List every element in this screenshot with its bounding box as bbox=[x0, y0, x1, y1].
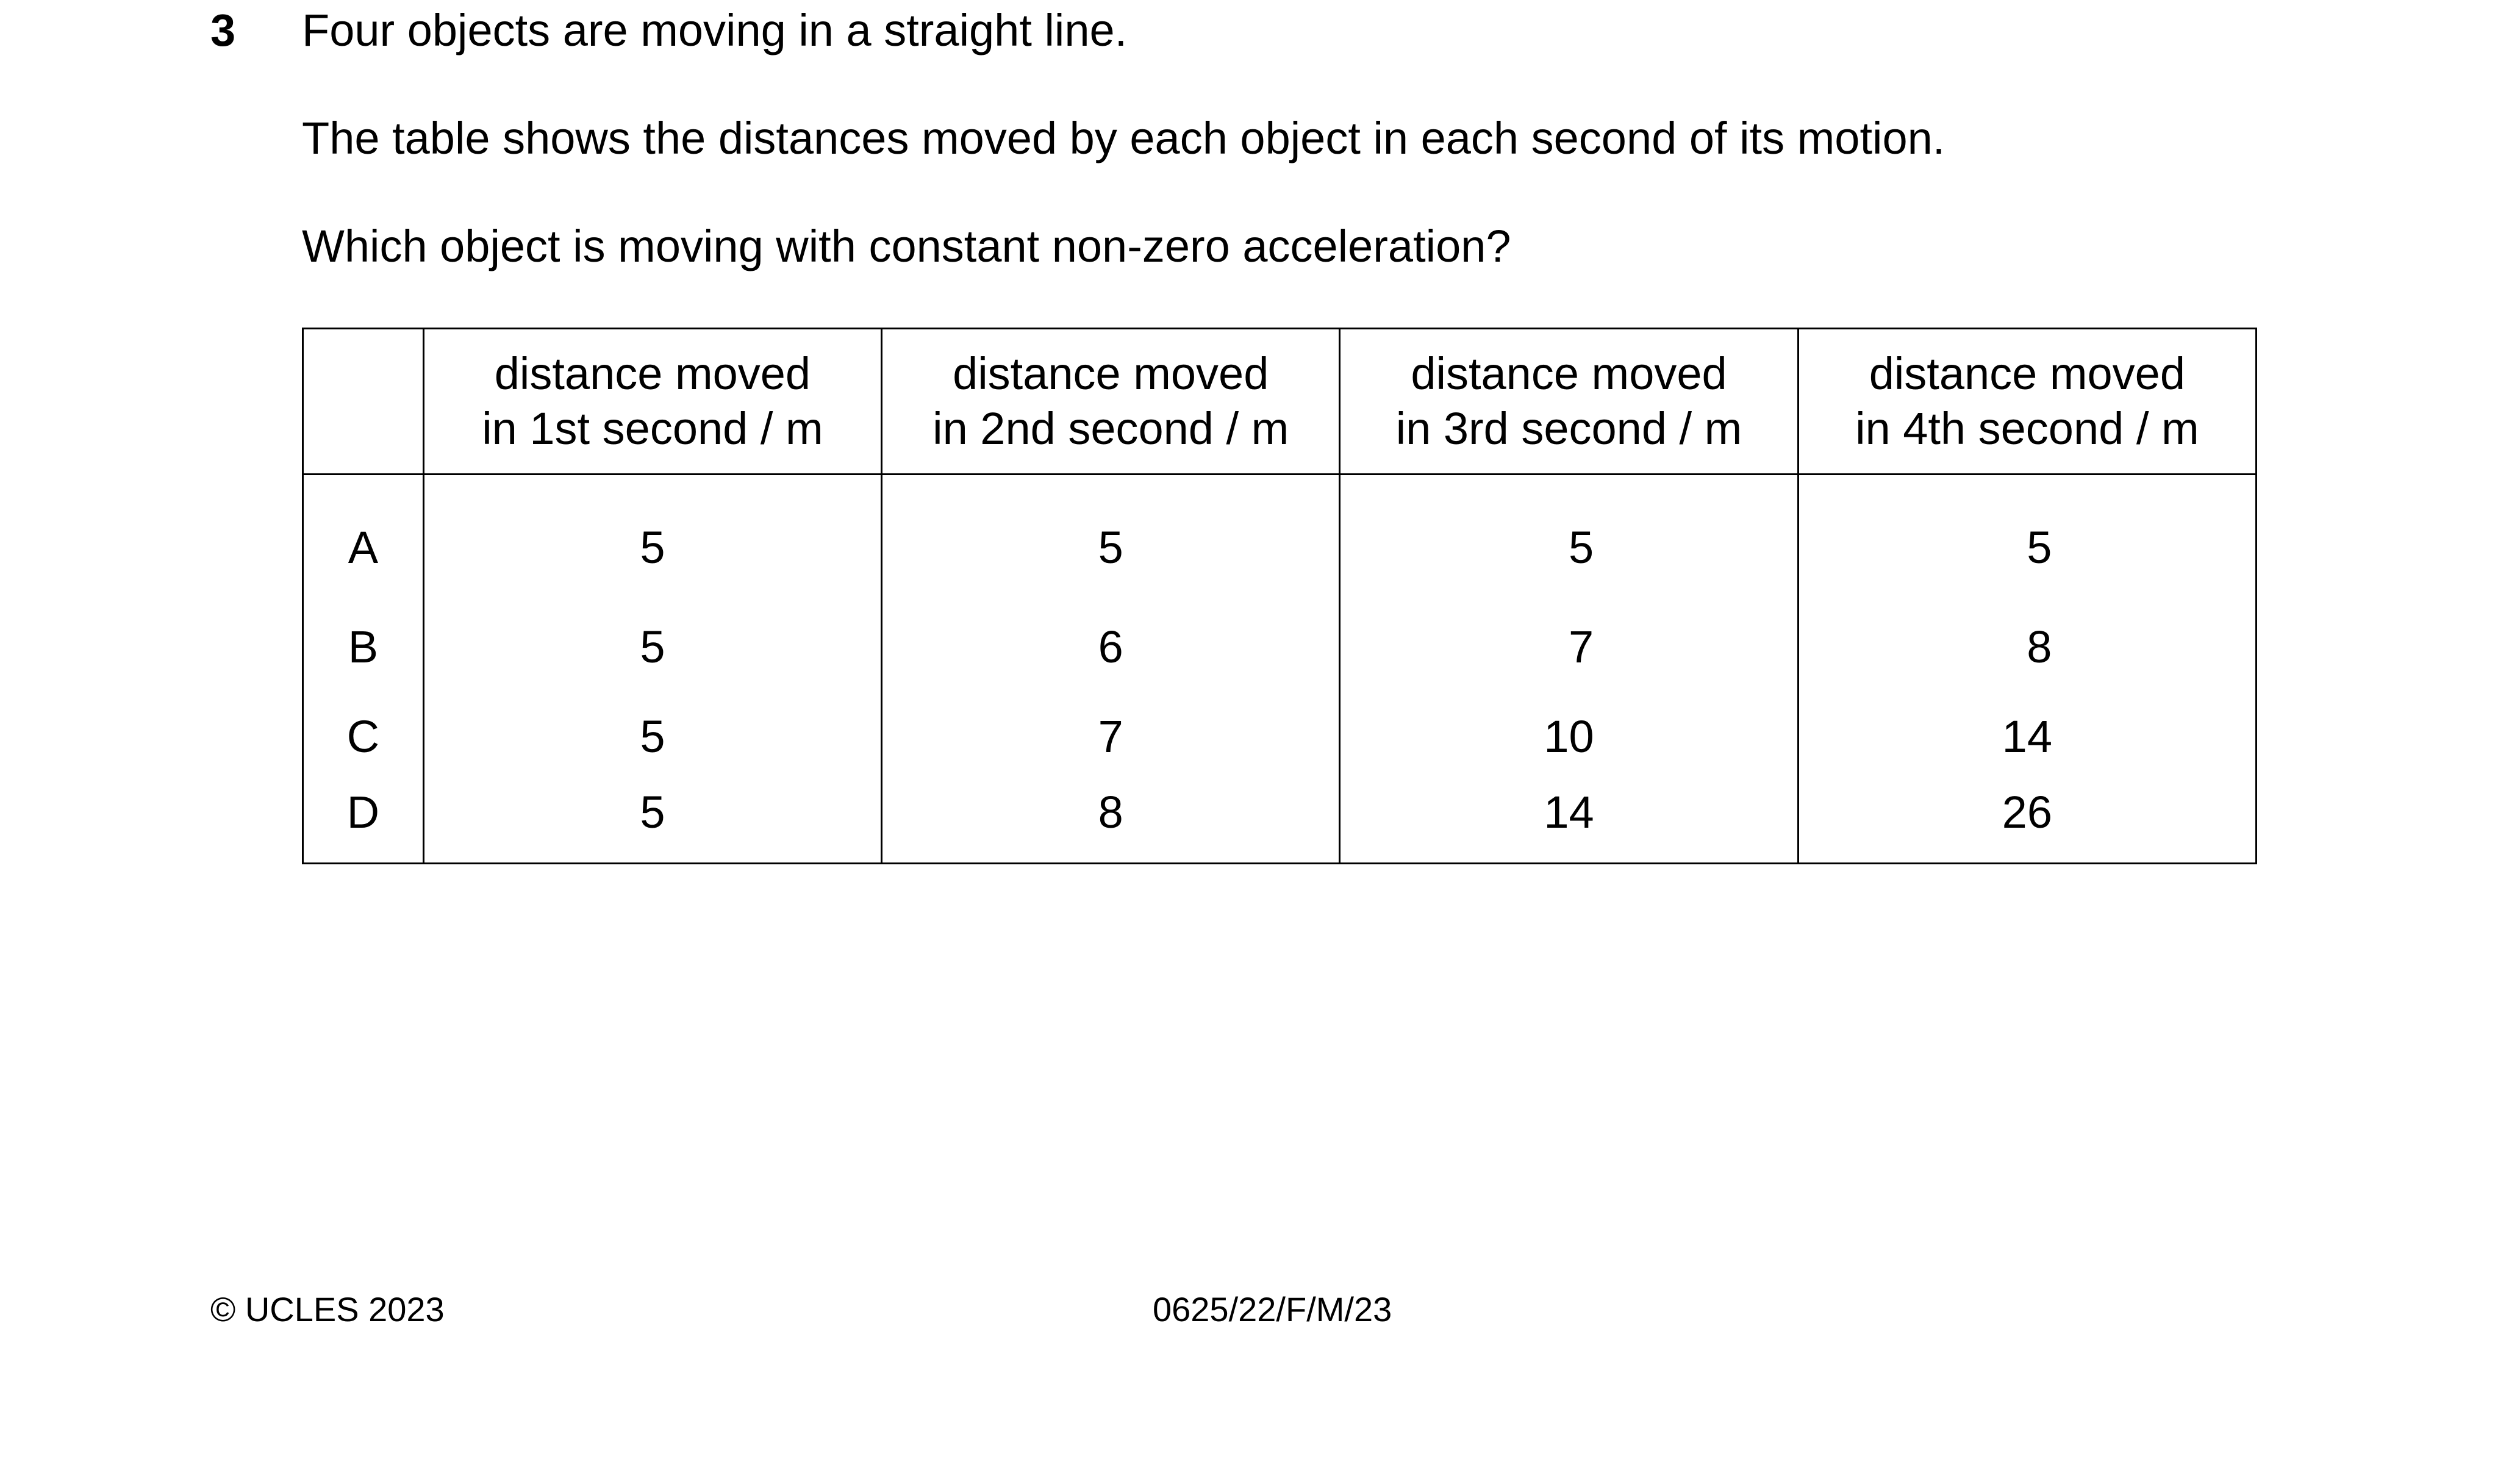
header-line-1: distance moved bbox=[1411, 348, 1727, 399]
table-cell: 6 bbox=[881, 602, 1341, 692]
header-cell-3rd-second: distance moved in 3rd second / m bbox=[1339, 328, 1799, 475]
table-row: B 5 6 7 8 bbox=[302, 602, 2258, 692]
header-line-2: in 3rd second / m bbox=[1395, 403, 1742, 454]
header-cell-4th-second: distance moved in 4th second / m bbox=[1797, 328, 2258, 475]
table-row: C 5 7 10 14 bbox=[302, 692, 2258, 781]
header-line-1: distance moved bbox=[494, 348, 811, 399]
table-cell: 5 bbox=[422, 602, 883, 692]
table-cell: 5 bbox=[881, 474, 1341, 602]
row-label: A bbox=[302, 474, 424, 602]
table-cell: 5 bbox=[422, 781, 883, 864]
paper-code-footer: 0625/22/F/M/23 bbox=[1153, 1290, 1392, 1328]
table-row: D 5 8 14 26 bbox=[302, 781, 2258, 864]
header-line-1: distance moved bbox=[1869, 348, 2185, 399]
row-label: C bbox=[302, 692, 424, 781]
table-cell: 5 bbox=[422, 692, 883, 781]
header-line-2: in 1st second / m bbox=[482, 403, 823, 454]
table-cell: 5 bbox=[1797, 474, 2258, 602]
row-label: D bbox=[302, 781, 424, 864]
copyright-footer: © UCLES 2023 bbox=[210, 1290, 445, 1328]
header-line-2: in 4th second / m bbox=[1855, 403, 2199, 454]
header-corner-cell bbox=[302, 328, 424, 475]
question-line-1: Four objects are moving in a straight li… bbox=[302, 5, 1128, 56]
question-line-2: The table shows the distances moved by e… bbox=[302, 113, 1945, 163]
table-cell: 7 bbox=[1339, 602, 1799, 692]
header-cell-1st-second: distance moved in 1st second / m bbox=[422, 328, 883, 475]
table-cell: 7 bbox=[881, 692, 1341, 781]
table-cell: 5 bbox=[422, 474, 883, 602]
header-line-2: in 2nd second / m bbox=[932, 403, 1289, 454]
header-line-1: distance moved bbox=[953, 348, 1269, 399]
table-row: A 5 5 5 5 bbox=[302, 474, 2258, 602]
header-cell-2nd-second: distance moved in 2nd second / m bbox=[881, 328, 1341, 475]
table-cell: 14 bbox=[1797, 692, 2258, 781]
table-header-row: distance moved in 1st second / m distanc… bbox=[302, 328, 2258, 475]
table-cell: 26 bbox=[1797, 781, 2258, 864]
distance-table: distance moved in 1st second / m distanc… bbox=[302, 328, 2258, 864]
table-cell: 8 bbox=[1797, 602, 2258, 692]
table-cell: 5 bbox=[1339, 474, 1799, 602]
row-label: B bbox=[302, 602, 424, 692]
table-cell: 10 bbox=[1339, 692, 1799, 781]
table-cell: 14 bbox=[1339, 781, 1799, 864]
question-line-3: Which object is moving with constant non… bbox=[302, 221, 1511, 271]
table-cell: 8 bbox=[881, 781, 1341, 864]
question-number: 3 bbox=[210, 5, 236, 56]
